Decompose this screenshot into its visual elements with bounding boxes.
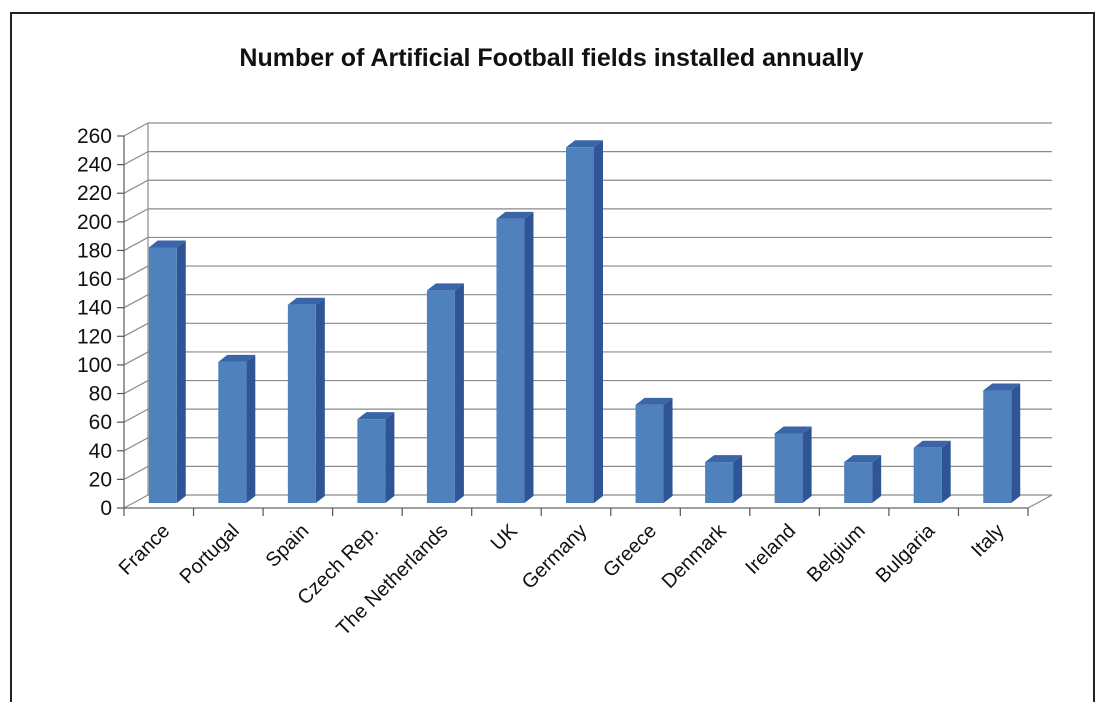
bar-side (594, 140, 603, 504)
gridline-side (123, 380, 149, 395)
bar-front (566, 147, 594, 504)
bar-side (941, 440, 951, 503)
bar-top (983, 383, 1021, 391)
gridline-side (123, 179, 149, 194)
x-tick-label: Portugal (176, 520, 244, 588)
bar-top (148, 240, 186, 248)
y-tick-label: 240 (77, 154, 112, 177)
bar (774, 426, 812, 503)
bar-front (496, 218, 525, 503)
bar-front (913, 447, 942, 503)
gridline-side (123, 122, 149, 137)
bar-side (1011, 383, 1021, 503)
y-tick-label: 260 (77, 125, 112, 148)
bar-top (774, 426, 812, 434)
bar-side (454, 283, 464, 503)
y-tick-label: 180 (77, 239, 112, 262)
gridline-side (123, 408, 149, 423)
x-tick-label: Ireland (741, 520, 800, 579)
bar-front (774, 433, 803, 503)
bar (705, 455, 743, 503)
chart-frame (10, 12, 1095, 702)
bar (983, 383, 1021, 503)
gridline-side (123, 465, 149, 480)
bar-top (357, 412, 395, 420)
y-tick-label: 60 (89, 411, 112, 434)
bars-layer (148, 140, 1021, 504)
bar-front (635, 404, 664, 503)
bar-front (287, 304, 316, 503)
x-tick-label: France (115, 520, 175, 580)
x-tick-label: Belgium (803, 520, 870, 587)
bar-side (385, 412, 395, 503)
bar (844, 455, 882, 503)
x-tick-label: Germany (518, 520, 592, 594)
bar-front (844, 462, 873, 503)
bar-side (524, 211, 534, 503)
y-tick-label: 20 (89, 468, 112, 491)
bar-front (148, 247, 177, 503)
y-tick-label: 120 (77, 325, 112, 348)
y-tick-label: 80 (89, 383, 112, 406)
bar-front (426, 290, 455, 503)
gridline-side (123, 351, 149, 366)
gridline-side (123, 294, 149, 309)
gridline-side (123, 151, 149, 166)
bar-top (218, 354, 256, 362)
bar (218, 354, 256, 503)
y-tick-label: 160 (77, 268, 112, 291)
bar-front (983, 390, 1012, 503)
x-tick-label: UK (487, 520, 523, 556)
bar (287, 297, 325, 503)
bar (357, 412, 395, 503)
bar-side (315, 297, 325, 503)
bar-top (426, 283, 464, 291)
bar-side (872, 455, 882, 503)
bar-side (733, 455, 743, 503)
x-tick-label: Spain (262, 520, 314, 572)
gridline-side (123, 236, 149, 251)
y-axis-ticks: 0 20 40 60 80 100 120 140 160 180 200 220 240 260 (77, 125, 124, 520)
floor-edge (1027, 494, 1053, 509)
bar-top (496, 211, 534, 219)
bar-side (246, 354, 256, 503)
y-tick-label: 100 (77, 354, 112, 377)
y-tick-label: 140 (77, 297, 112, 320)
bar-top (705, 455, 743, 463)
bar (635, 397, 673, 503)
x-tick-label: Denmark (658, 519, 732, 593)
bar-top (844, 455, 882, 463)
bar (496, 211, 534, 503)
y-tick-label: 40 (89, 440, 112, 463)
y-tick-label: 0 (100, 497, 112, 520)
bar (566, 140, 603, 504)
bar-side (663, 397, 673, 503)
bar (913, 440, 951, 503)
bar (426, 283, 464, 503)
bar-front (357, 419, 386, 503)
bar-top (566, 140, 603, 148)
gridline-side (123, 494, 149, 509)
bar-top (287, 297, 325, 305)
gridline-side (123, 322, 149, 337)
bar-top (913, 440, 951, 448)
gridline-side (123, 208, 149, 223)
gridline-side (123, 437, 149, 452)
bar-side (176, 240, 186, 503)
y-tick-label: 220 (77, 182, 112, 205)
y-tick-label: 200 (77, 211, 112, 234)
x-tick-label: Italy (967, 520, 1008, 561)
gridline-side (123, 265, 149, 280)
chart-title: Number of Artificial Football fields ins… (239, 44, 864, 72)
bar-front (705, 462, 734, 503)
bar (148, 240, 186, 503)
bar-front (218, 361, 247, 503)
bar-top (635, 397, 673, 405)
x-tick-label: Bulgaria (872, 519, 940, 587)
bar-side (802, 426, 812, 503)
x-tick-label: Greece (599, 520, 661, 582)
